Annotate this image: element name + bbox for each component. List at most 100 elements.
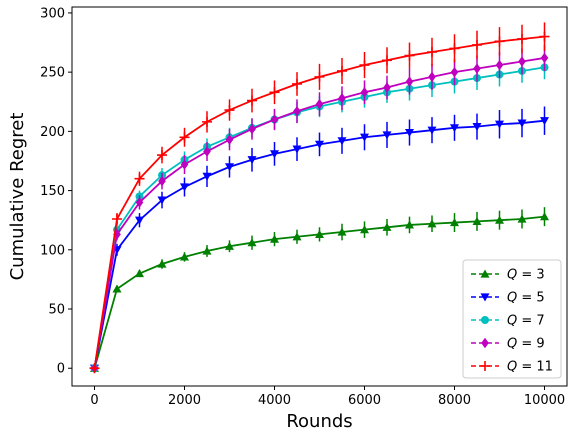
data-point [382, 131, 392, 140]
data-point [292, 78, 302, 89]
data-point [405, 128, 414, 138]
data-point [247, 238, 257, 247]
data-point [540, 117, 549, 126]
data-point [89, 363, 100, 374]
data-point [158, 175, 166, 187]
data-point [315, 229, 324, 238]
data-point [225, 241, 234, 250]
data-point [225, 163, 234, 172]
data-point [270, 150, 279, 159]
data-point [157, 196, 167, 205]
data-point [360, 225, 369, 234]
data-point [404, 50, 415, 61]
legend-label: Q = 7 [507, 314, 545, 329]
data-point [270, 234, 279, 243]
data-point [517, 214, 527, 223]
x-tick-label: 0 [90, 393, 98, 408]
series-q-5 [90, 106, 549, 373]
data-point [135, 216, 144, 225]
data-point [540, 212, 549, 221]
legend-label: Q = 9 [507, 337, 545, 352]
data-point [270, 114, 279, 125]
data-point [450, 66, 459, 78]
legend-entry: Q = 9 [471, 337, 545, 352]
data-point [427, 126, 437, 135]
x-tick-label: 2000 [168, 393, 201, 408]
data-point [383, 82, 391, 93]
data-point [225, 134, 234, 145]
data-point [157, 259, 167, 268]
data-point [292, 232, 302, 241]
data-point [428, 71, 436, 83]
data-point [135, 197, 144, 208]
data-point [202, 172, 212, 181]
data-point [405, 76, 414, 87]
data-point [405, 220, 414, 229]
x-tick-label: 10000 [524, 393, 565, 408]
data-point [112, 284, 122, 293]
data-point [539, 31, 550, 42]
data-point [135, 268, 144, 278]
data-point [540, 52, 549, 64]
data-point [338, 92, 346, 104]
data-point [134, 173, 145, 184]
data-point [518, 56, 526, 67]
legend-label: Q = 5 [507, 291, 545, 306]
x-axis-label: Rounds [286, 411, 352, 432]
data-point [480, 293, 490, 302]
data-point [224, 105, 235, 116]
data-point [480, 269, 490, 278]
legend-entry: Q = 11 [471, 360, 553, 375]
data-point [179, 132, 190, 143]
data-point [314, 71, 325, 82]
data-point [180, 159, 189, 170]
data-point [472, 216, 482, 225]
data-point [450, 218, 459, 227]
data-point [495, 59, 504, 71]
data-point [495, 215, 504, 224]
data-point [315, 98, 324, 110]
series-q-11 [89, 22, 550, 374]
legend-entry: Q = 7 [471, 314, 545, 329]
data-point [360, 87, 369, 98]
data-point [427, 47, 437, 58]
data-point [449, 43, 460, 54]
data-point [180, 183, 189, 192]
series-layer [89, 22, 550, 374]
y-tick-label: 200 [40, 125, 65, 140]
data-point [247, 156, 257, 165]
data-point [292, 145, 302, 154]
data-point [203, 146, 211, 157]
data-point [293, 106, 301, 117]
data-point [480, 361, 490, 371]
legend-box [462, 259, 562, 379]
data-point [481, 316, 489, 324]
series-q-9 [90, 44, 549, 374]
data-point [248, 123, 256, 135]
axis-ticks: 0 2000 4000 6000 8000 10000 0 50 100 150 200 250 300 [40, 6, 565, 408]
data-point [450, 124, 459, 133]
data-point [202, 246, 212, 255]
data-point [202, 116, 212, 127]
x-tick-label: 6000 [348, 393, 381, 408]
y-tick-label: 50 [48, 303, 65, 318]
data-point [337, 137, 347, 146]
data-point [112, 214, 122, 225]
y-tick-label: 250 [40, 66, 65, 81]
data-point [359, 60, 370, 71]
legend-label: Q = 11 [507, 360, 553, 375]
data-point [494, 36, 505, 47]
legend-label: Q = 3 [507, 268, 545, 283]
x-tick-label: 4000 [258, 393, 291, 408]
data-point [315, 140, 324, 149]
data-point [269, 87, 280, 98]
data-point [360, 133, 369, 142]
data-point [472, 39, 482, 50]
data-point [180, 252, 189, 261]
legend: Q = 3 Q = 5 Q = 7 Q = 9 Q = 11 [462, 259, 562, 379]
y-tick-label: 0 [57, 362, 65, 377]
data-point [481, 337, 489, 349]
x-tick-label: 8000 [438, 393, 471, 408]
data-point [472, 123, 482, 132]
y-tick-label: 300 [40, 6, 65, 21]
